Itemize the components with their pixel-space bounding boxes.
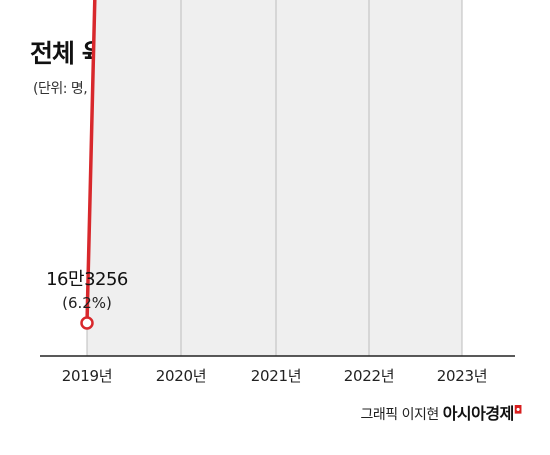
credit: 그래픽 이지현 아시아경제◘: [361, 400, 523, 424]
growth-label-2019년: (6.2%): [62, 294, 112, 312]
x-tick-label-2020년: 2020년: [156, 367, 206, 385]
area-fill: [87, 0, 462, 356]
value-label-2019년: 16만3256: [46, 269, 128, 290]
credit-text: 그래픽 이지현: [360, 407, 440, 423]
x-tick-label-2021년: 2021년: [251, 367, 301, 385]
brand-mark-icon: ◘: [513, 403, 523, 417]
x-tick-label-2023년: 2023년: [437, 367, 487, 385]
data-point-2019년: [80, 316, 94, 330]
x-tick-label-2022년: 2022년: [344, 367, 394, 385]
brand-logo: 아시아경제: [442, 404, 515, 423]
x-tick-label-2019년: 2019년: [62, 367, 112, 385]
